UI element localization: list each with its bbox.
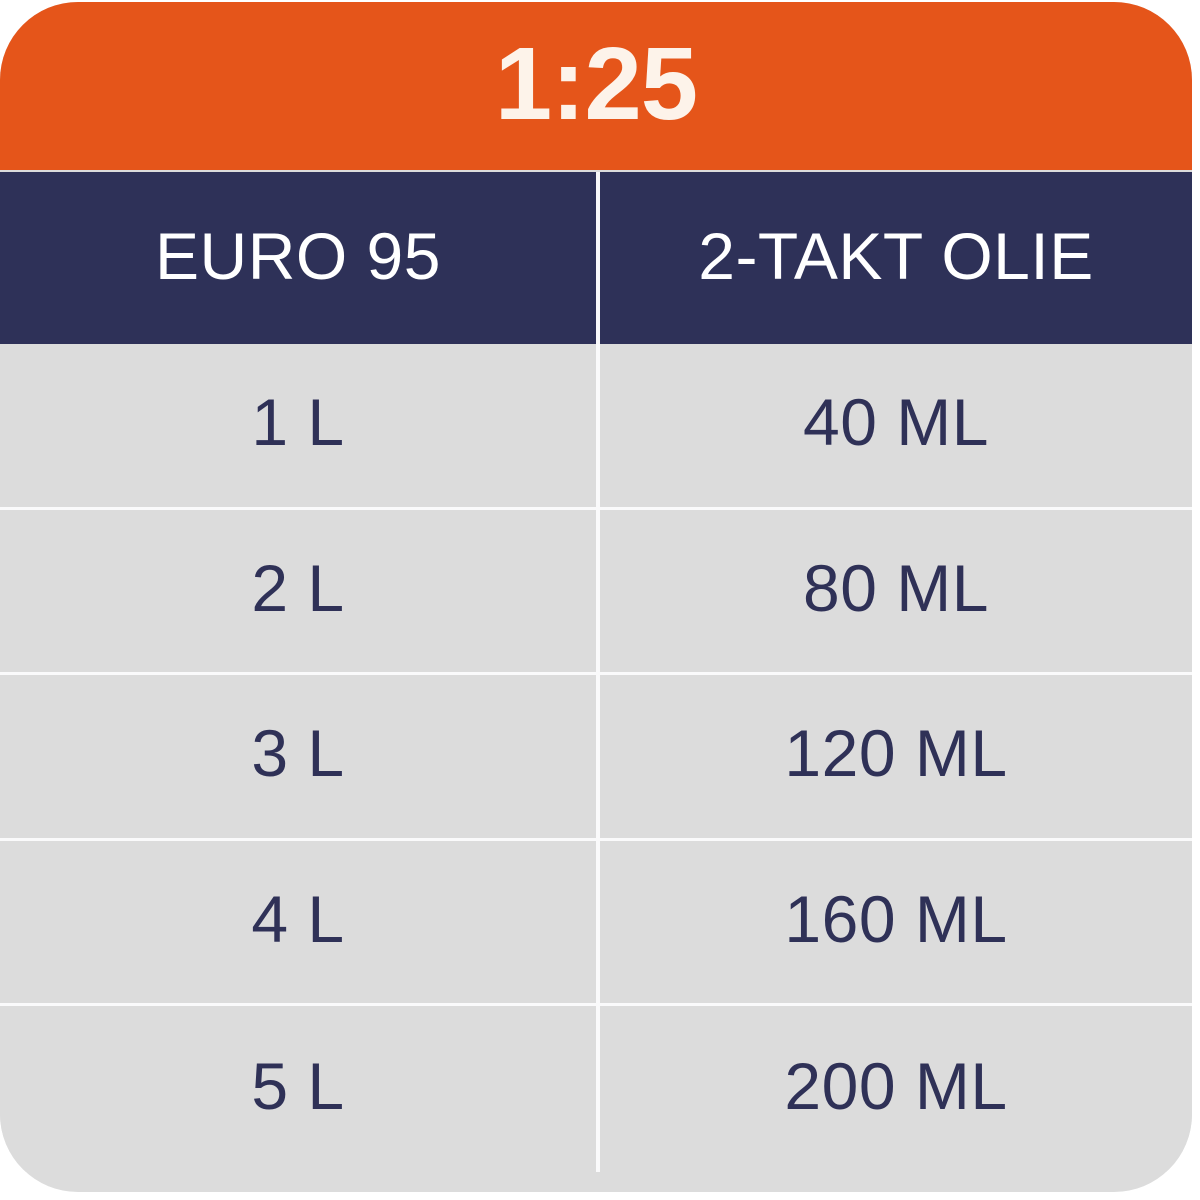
row-column-divider <box>596 509 600 673</box>
cell-oil-value: 80 ML <box>803 550 989 625</box>
cell-oil: 160 ML <box>600 841 1192 1004</box>
cell-fuel-value: 5 L <box>251 1049 345 1124</box>
row-column-divider <box>596 1006 600 1172</box>
ratio-title: 1:25 <box>494 25 698 141</box>
cell-fuel: 4 L <box>0 841 596 1004</box>
table-row: 4 L 160 ML <box>0 840 1192 1007</box>
row-column-divider <box>596 840 600 1004</box>
row-column-divider <box>596 344 600 507</box>
table-row: 2 L 80 ML <box>0 509 1192 676</box>
cell-oil-value: 40 ML <box>803 385 989 460</box>
table-body: 1 L 40 ML 2 L 80 ML 3 L <box>0 344 1192 1192</box>
cell-oil: 40 ML <box>600 344 1192 507</box>
cell-fuel: 5 L <box>0 1006 596 1172</box>
column-header-oil: 2-TAKT OLIE <box>599 172 1192 344</box>
cell-oil-value: 120 ML <box>784 716 1008 791</box>
cell-fuel-value: 1 L <box>251 385 345 460</box>
cell-oil-value: 160 ML <box>784 882 1008 957</box>
cell-fuel: 2 L <box>0 510 596 673</box>
cell-oil-value: 200 ML <box>784 1049 1008 1124</box>
cell-fuel: 1 L <box>0 344 596 507</box>
table-row: 3 L 120 ML <box>0 675 1192 841</box>
cell-fuel-value: 2 L <box>251 550 345 625</box>
table-row: 5 L 200 ML <box>0 1006 1192 1172</box>
column-header-fuel: EURO 95 <box>0 172 596 344</box>
table-header-row: EURO 95 2-TAKT OLIE <box>0 172 1192 344</box>
cell-oil: 120 ML <box>600 675 1192 838</box>
cell-oil: 200 ML <box>600 1006 1192 1172</box>
column-header-fuel-label: EURO 95 <box>155 219 441 293</box>
cell-oil: 80 ML <box>600 510 1192 673</box>
column-header-oil-label: 2-TAKT OLIE <box>698 219 1094 293</box>
row-column-divider <box>596 675 600 838</box>
header-column-divider <box>596 172 600 344</box>
cell-fuel-value: 4 L <box>251 882 345 957</box>
cell-fuel-value: 3 L <box>251 716 345 791</box>
ratio-title-band: 1:25 <box>0 2 1192 170</box>
table-row: 1 L 40 ML <box>0 344 1192 510</box>
cell-fuel: 3 L <box>0 675 596 838</box>
